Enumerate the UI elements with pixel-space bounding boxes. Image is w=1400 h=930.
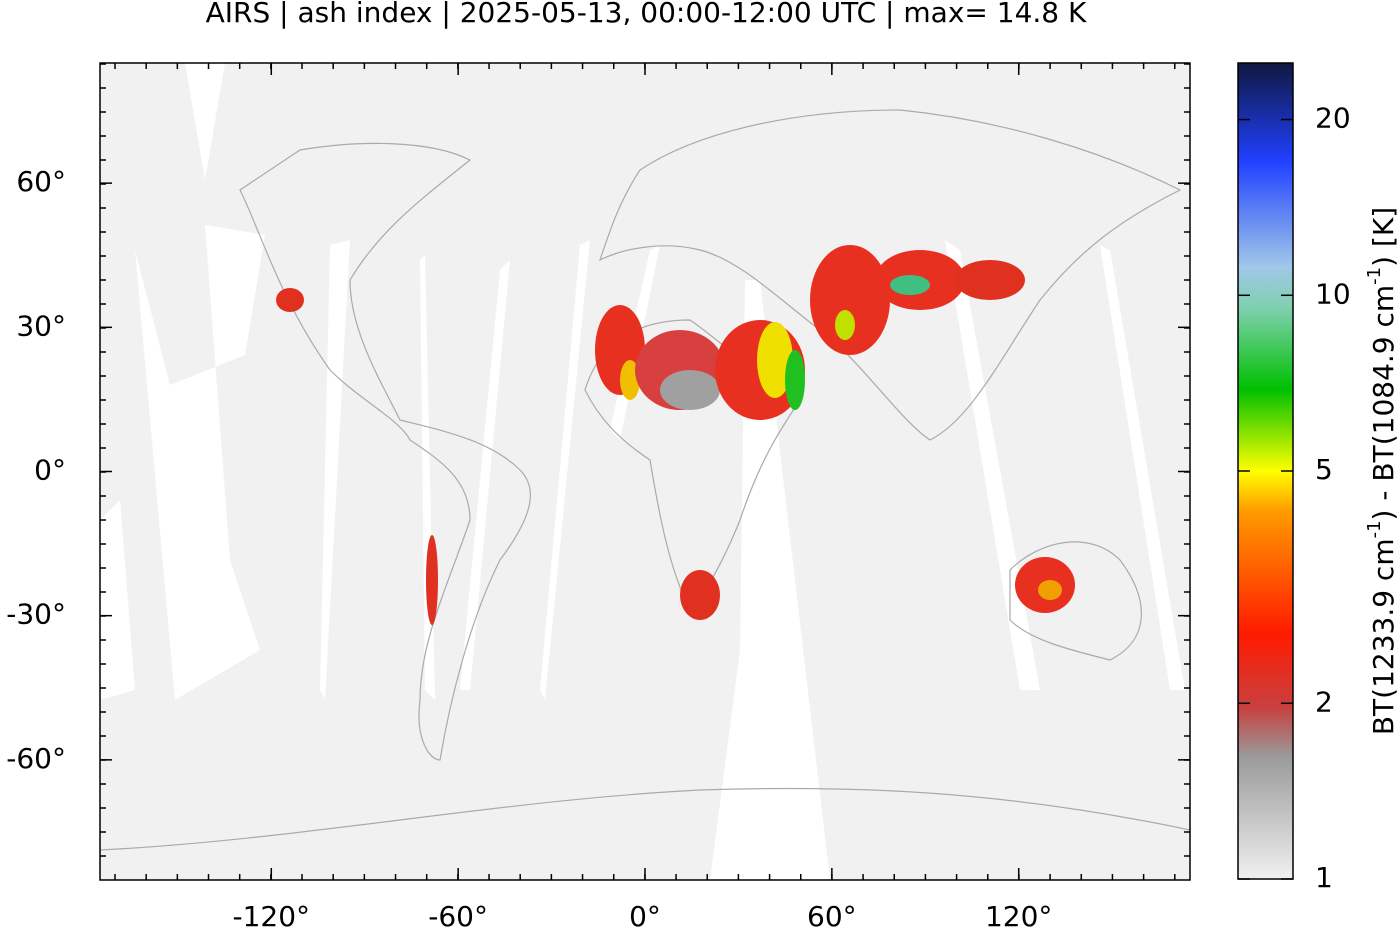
label-part: ) [K] bbox=[1367, 207, 1400, 267]
x-tick-label: 60° bbox=[807, 900, 857, 930]
colorbar-tick-label: 2 bbox=[1315, 685, 1333, 718]
superscript: -1 bbox=[1364, 520, 1385, 538]
x-tick-label: 120° bbox=[985, 900, 1052, 930]
label-part: ) - BT(1084.9 cm bbox=[1367, 285, 1400, 521]
y-tick-label: -60° bbox=[6, 742, 66, 775]
ash-signal bbox=[276, 245, 1075, 625]
y-tick-label: 0° bbox=[34, 454, 66, 487]
colorbar-tick-label: 1 bbox=[1315, 861, 1333, 894]
map-area bbox=[100, 63, 1190, 880]
colorbar-tick-label: 5 bbox=[1315, 453, 1333, 486]
y-tick-label: -30° bbox=[6, 598, 66, 631]
superscript: -1 bbox=[1364, 267, 1385, 285]
y-tick-label: 30° bbox=[16, 309, 66, 342]
colorbar-label: BT(1233.9 cm-1) - BT(1084.9 cm-1) [K] bbox=[1364, 207, 1400, 735]
chart-title: AIRS | ash index | 2025-05-13, 00:00-12:… bbox=[206, 0, 1087, 29]
x-tick-label: -120° bbox=[233, 900, 311, 930]
x-tick-label: 0° bbox=[629, 900, 661, 930]
colorbar-tick-label: 10 bbox=[1315, 277, 1351, 310]
y-tick-label: 60° bbox=[16, 165, 66, 198]
map-background bbox=[100, 63, 1190, 880]
x-tick-label: -60° bbox=[428, 900, 488, 930]
colorbar-tick-label: 20 bbox=[1315, 102, 1351, 135]
swath-gaps bbox=[100, 63, 1185, 880]
label-part: BT(1233.9 cm bbox=[1367, 538, 1400, 735]
coastlines bbox=[100, 109, 1190, 851]
